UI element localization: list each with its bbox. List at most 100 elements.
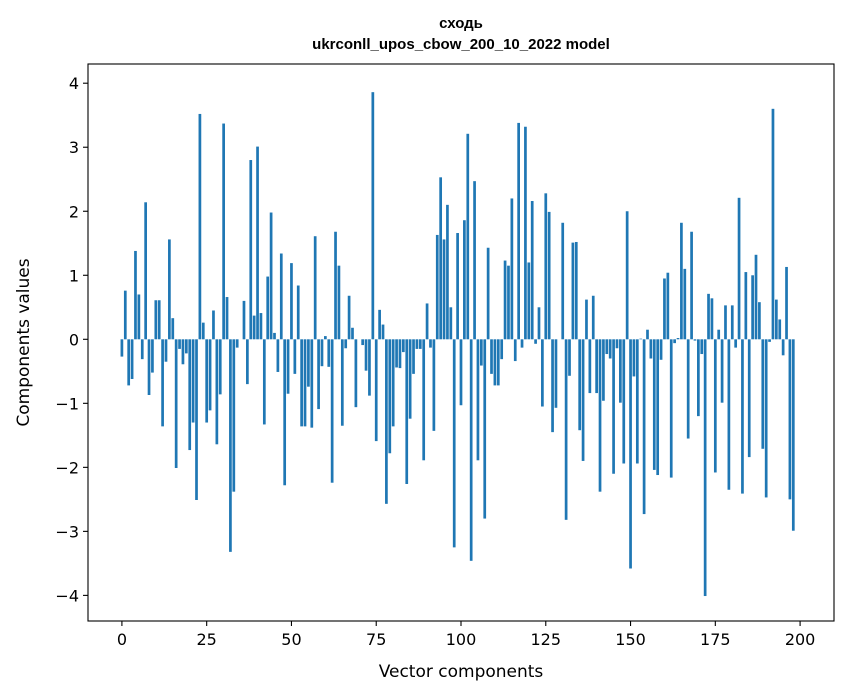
bar-149 xyxy=(625,211,629,340)
bar-62 xyxy=(330,339,334,483)
bar-21 xyxy=(191,339,195,423)
bar-102 xyxy=(466,133,470,340)
bar-87 xyxy=(415,339,419,349)
bar-163 xyxy=(673,339,676,344)
bar-161 xyxy=(666,272,670,340)
bar-89 xyxy=(422,339,426,461)
bar-167 xyxy=(686,339,690,439)
bar-117 xyxy=(517,122,520,340)
bar-86 xyxy=(412,339,415,374)
bar-45 xyxy=(273,332,276,340)
bar-10 xyxy=(154,300,158,340)
x-tick-label-75: 75 xyxy=(366,630,386,649)
bar-154 xyxy=(642,339,646,515)
bar-91 xyxy=(429,339,432,348)
bar-188 xyxy=(758,302,761,340)
bar-118 xyxy=(520,339,524,348)
bar-93 xyxy=(435,234,439,340)
bar-97 xyxy=(449,307,453,340)
bar-193 xyxy=(775,299,778,340)
bar-134 xyxy=(574,241,578,340)
y-tick-label--2: −2 xyxy=(55,458,79,477)
bar-137 xyxy=(585,299,588,340)
bar-182 xyxy=(737,197,741,340)
bar-90 xyxy=(425,303,429,340)
bar-179 xyxy=(727,339,731,490)
bar-85 xyxy=(408,339,412,419)
bar-160 xyxy=(663,278,666,340)
bar-115 xyxy=(510,198,514,340)
chart-subtitle: ukrconll_upos_cbow_200_10_2022 model xyxy=(312,36,610,53)
bar-128 xyxy=(554,339,558,408)
bar-72 xyxy=(364,339,368,371)
bar-17 xyxy=(178,339,181,349)
x-tick-label-200: 200 xyxy=(785,630,816,649)
bar-159 xyxy=(659,339,663,360)
bar-69 xyxy=(354,339,358,408)
bar-53 xyxy=(300,339,303,427)
bar-80 xyxy=(391,339,395,427)
bar-18 xyxy=(181,339,185,365)
bar-78 xyxy=(385,339,388,504)
bar-19 xyxy=(184,339,188,354)
bar-94 xyxy=(439,177,443,340)
bar-14 xyxy=(168,239,171,340)
bar-61 xyxy=(327,339,331,367)
bar-13 xyxy=(164,339,168,362)
bar-122 xyxy=(534,339,537,344)
bar-28 xyxy=(215,339,219,445)
bar-100 xyxy=(459,339,463,406)
bar-120 xyxy=(527,262,531,340)
bar-196 xyxy=(785,266,788,340)
bar-140 xyxy=(595,339,598,394)
bar-1 xyxy=(123,290,127,340)
bar-71 xyxy=(361,339,365,346)
bar-41 xyxy=(259,313,263,340)
bar-22 xyxy=(195,339,198,500)
bar-54 xyxy=(303,339,307,427)
bar-0 xyxy=(120,339,124,357)
bar-141 xyxy=(598,339,602,492)
y-axis-label: Components values xyxy=(14,258,34,426)
bar-23 xyxy=(198,113,202,340)
y-tick-label-2: 2 xyxy=(69,202,79,221)
bar-5 xyxy=(137,294,141,340)
bar-101 xyxy=(463,220,466,340)
bar-11 xyxy=(157,300,161,340)
bar-48 xyxy=(283,339,287,486)
bar-46 xyxy=(276,339,280,372)
bar-59 xyxy=(320,339,324,367)
bar-83 xyxy=(402,339,405,353)
bar-187 xyxy=(754,254,758,340)
bar-197 xyxy=(788,339,792,500)
bar-15 xyxy=(171,318,175,340)
bar-40 xyxy=(256,146,259,340)
x-tick-label-150: 150 xyxy=(615,630,646,649)
bar-31 xyxy=(225,297,229,340)
bar-60 xyxy=(324,336,327,340)
bar-6 xyxy=(140,339,144,360)
bar-2 xyxy=(127,339,131,386)
bar-112 xyxy=(500,339,504,360)
bar-43 xyxy=(266,276,270,340)
x-tick-label-0: 0 xyxy=(117,630,127,649)
bar-109 xyxy=(490,339,493,374)
bar-138 xyxy=(588,339,592,394)
bar-150 xyxy=(629,339,632,569)
bar-99 xyxy=(456,233,459,340)
bar-107 xyxy=(483,339,487,519)
bar-58 xyxy=(317,339,320,410)
x-axis-label: Vector components xyxy=(379,662,544,682)
bar-155 xyxy=(646,329,649,340)
bar-25 xyxy=(205,339,209,423)
bar-184 xyxy=(744,272,748,340)
bar-162 xyxy=(669,339,673,478)
bar-144 xyxy=(608,339,612,359)
bar-173 xyxy=(707,293,710,340)
bar-166 xyxy=(683,268,687,340)
x-tick-label-125: 125 xyxy=(530,630,561,649)
bar-152 xyxy=(635,339,639,464)
y-tick-label-0: 0 xyxy=(69,330,79,349)
bar-108 xyxy=(486,247,490,340)
bar-39 xyxy=(252,315,256,340)
